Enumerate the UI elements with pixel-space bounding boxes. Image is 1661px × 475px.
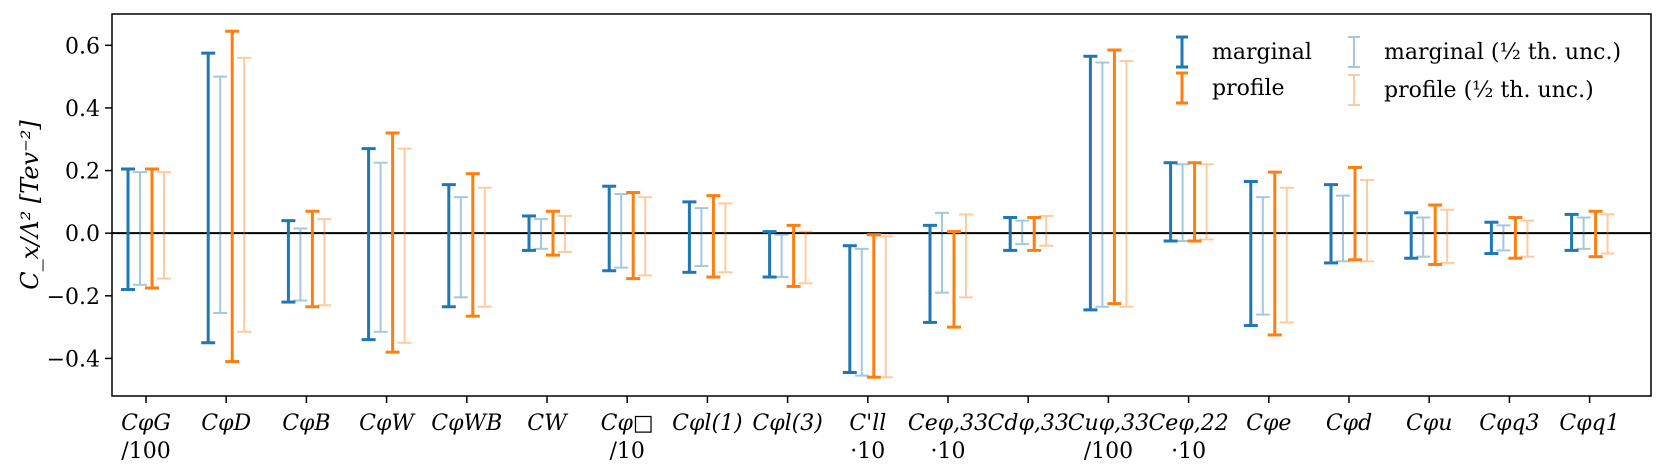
x-tick-label: CφB (282, 411, 330, 436)
plot-background (112, 14, 1651, 396)
x-tick-label: Ceφ,33 (908, 411, 988, 436)
plot-frame (111, 13, 1652, 397)
y-tick-label: 0.0 (65, 222, 100, 247)
legend-marker (1348, 36, 1360, 68)
series-3 (157, 56, 1615, 379)
x-tick-label: Cφq3 (1479, 411, 1539, 436)
x-tick-scale-label: /100 (121, 439, 170, 464)
x-tick-label: CφW (359, 411, 416, 436)
x-tick-label: Cφl(3) (752, 411, 822, 436)
x-tick-label: Ceφ,22 (1148, 411, 1228, 436)
errorbar-group (121, 29, 1615, 379)
legend-marker (1348, 74, 1360, 106)
x-tick-label: Cφu (1406, 411, 1452, 436)
y-tick-label: 0.2 (65, 160, 100, 185)
legend-marker (1176, 71, 1188, 105)
x-tick-scale-label: ·10 (1171, 439, 1206, 464)
y-tick-label: −0.4 (47, 347, 100, 372)
x-tick-label: CφWB (431, 411, 502, 436)
x-tick-label: C'll (849, 411, 886, 436)
x-tick-scale-label: ·10 (850, 439, 885, 464)
x-tick-label: Cdφ,33 (988, 411, 1069, 436)
legend-marker (1176, 35, 1188, 69)
series-1 (133, 61, 1591, 377)
x-tick-label: CW (527, 411, 569, 436)
y-tick-label: 0.6 (65, 34, 100, 59)
x-tick-label: Cφl(1) (672, 411, 742, 436)
x-tick-scale-label: /10 (609, 439, 644, 464)
labels: CφG/100 CφD CφB CφW CφWB CW Cφ□ /10 Cφl(1) Cφl(3)… (16, 120, 1620, 464)
axes: −0.4 −0.2 0.0 0.2 0.4 0.6 (47, 13, 1652, 403)
x-tick-label: CφD (201, 411, 251, 436)
x-tick-label: CφG (121, 411, 171, 436)
x-tick-scale-label: ·10 (931, 439, 966, 464)
x-tick-label: Cφe (1246, 411, 1291, 436)
legend-label: marginal (½ th. unc.) (1384, 40, 1621, 65)
x-tick-label: Cφq1 (1559, 411, 1619, 436)
legend-label: profile (½ th. unc.) (1384, 78, 1594, 103)
x-tick-label: Cφd (1326, 411, 1372, 436)
y-axis-label: C_x/Λ² [Tev⁻²] (16, 120, 44, 290)
legend: marginal profile marginal (½ th. unc.) prof… (1176, 35, 1621, 106)
plot-area (112, 14, 1651, 396)
x-tick-label: Cuφ,33 (1068, 411, 1149, 436)
y-tick-label: −0.2 (47, 285, 100, 310)
legend-label: profile (1212, 76, 1285, 101)
x-tick-label: Cφ□ (601, 411, 654, 436)
x-tick-scale-label: /100 (1084, 439, 1133, 464)
legend-label: marginal (1212, 40, 1312, 65)
series-2 (145, 29, 1603, 379)
series-0 (121, 51, 1579, 375)
y-tick-label: 0.4 (65, 97, 100, 122)
